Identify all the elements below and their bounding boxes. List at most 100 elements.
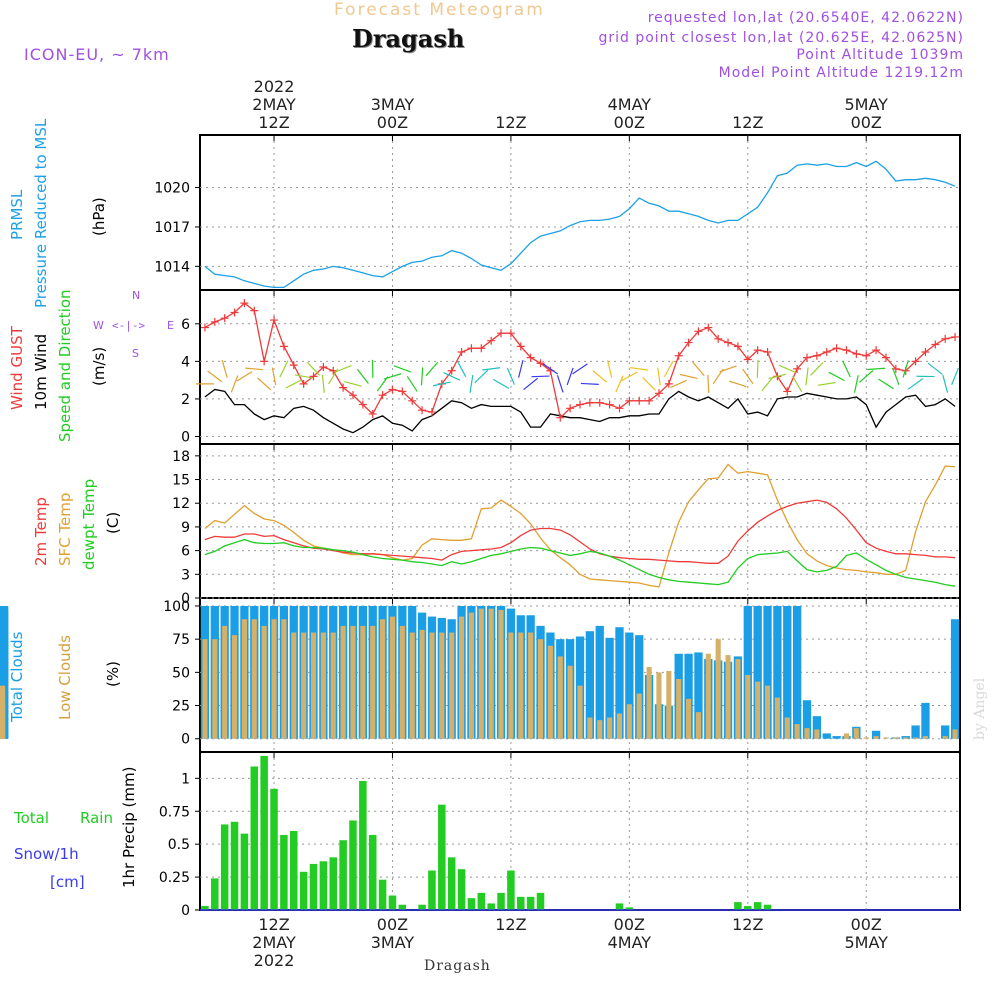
- dewpt-temp-line: [204, 538, 956, 587]
- gust-point-37: [566, 404, 575, 413]
- compass-cross: <-|->: [112, 319, 146, 332]
- low-cloud-bar-24: [439, 632, 445, 739]
- wind-arrow-75: [942, 375, 949, 393]
- gust-point-54: [733, 342, 742, 351]
- low-cloud-bar-68: [873, 736, 879, 739]
- gust-point-46: [654, 389, 663, 398]
- gust-point-59: [783, 387, 792, 396]
- low-cloud-bar-55: [745, 675, 751, 739]
- ytick-label-wind-2: 4: [181, 354, 190, 370]
- low-cloud-bar-15: [350, 625, 356, 739]
- rain-bar-42: [615, 903, 624, 910]
- rain-bar-4: [240, 833, 249, 910]
- rain-bar-22: [418, 904, 426, 910]
- low-cloud-bar-34: [537, 639, 544, 739]
- location-title: Dragash: [352, 24, 465, 53]
- ytick-label-temperature-3: 9: [181, 520, 190, 536]
- gust-point-36: [556, 413, 565, 422]
- wind-arrow-14: [334, 364, 352, 373]
- gust-point-47: [664, 379, 673, 388]
- ytick-label-precip-1: 0.25: [159, 870, 190, 886]
- total-cloud-bar-49: [684, 653, 693, 739]
- bottom-time-label-1-1: 3MAY: [371, 933, 415, 952]
- low-cloud-bar-47: [666, 671, 672, 739]
- low-cloud-bar-26: [458, 616, 465, 739]
- wind-arrow-53: [719, 365, 737, 373]
- rain-bar-5: [250, 766, 259, 910]
- rain-bar-34: [536, 892, 545, 910]
- requested-coords: requested lon,lat (20.6540E, 42.0622N): [647, 10, 964, 26]
- low-cloud-bar-29: [488, 608, 494, 739]
- total-cloud-bar-56: [753, 605, 762, 739]
- low-cloud-bar-39: [587, 717, 593, 739]
- rain-bar-26: [457, 869, 466, 910]
- ytick-label-precip-4: 1: [181, 771, 190, 787]
- gust-point-41: [605, 400, 614, 409]
- total-cloud-bar-75: [941, 725, 950, 739]
- compass-east: E: [167, 319, 174, 332]
- compass-west: W: [93, 319, 104, 332]
- top-time-label-1-1: 00Z: [377, 113, 408, 132]
- total-cloud-bar-58: [773, 605, 782, 739]
- precip-snow-unit: [cm]: [50, 873, 85, 891]
- ytick-label-temperature-6: 18: [172, 449, 190, 465]
- gust-point-49: [684, 338, 693, 347]
- low-cloud-bar-46: [656, 672, 662, 739]
- bottom-time-label-3-0: 00Z: [614, 915, 645, 934]
- wind-arrow-76: [951, 367, 959, 385]
- low-cloud-bar-17: [370, 625, 376, 739]
- sfc-temp-line: [204, 463, 956, 588]
- wind-arrow-19: [383, 373, 402, 380]
- total-cloud-bar-50: [694, 652, 703, 739]
- wind-arrow-6: [257, 377, 272, 391]
- gust-point-14: [339, 383, 348, 392]
- low-cloud-bar-72: [913, 737, 919, 739]
- wind-arrow-12: [321, 374, 325, 393]
- low-cloud-bar-43: [626, 704, 632, 739]
- gust-point-21: [408, 396, 417, 405]
- gust-point-11: [309, 372, 318, 381]
- rain-bar-6: [260, 755, 268, 910]
- ytick-label-pressure-1: 1017: [154, 220, 190, 236]
- wind-arrow-42: [615, 375, 624, 393]
- wind-arrow-32: [518, 360, 524, 378]
- wind-arrow-64: [828, 371, 845, 382]
- low-cloud-bar-69: [883, 737, 889, 739]
- wind-arrow-43: [621, 371, 638, 382]
- total-cloud-bar-73: [921, 702, 930, 739]
- rain-bar-17: [368, 834, 377, 910]
- wind-arrow-40: [592, 370, 608, 383]
- model-label: ICON-EU, ~ 7km: [24, 45, 170, 64]
- wind-arrow-58: [768, 373, 787, 380]
- wind-arrow-56: [756, 359, 759, 378]
- low-cloud-bar-6: [261, 625, 267, 739]
- gust-point-9: [289, 361, 298, 370]
- low-cloud-bar-16: [360, 625, 366, 739]
- ytick-label-clouds-3: 75: [172, 632, 190, 648]
- top-time-label-3-1: 00Z: [614, 113, 645, 132]
- gust-point-27: [467, 344, 476, 353]
- rain-bar-24: [438, 804, 446, 910]
- wind-arrow-59: [778, 364, 796, 373]
- gust-point-7: [270, 316, 279, 325]
- gust-point-5: [250, 306, 259, 315]
- bottom-time-label-2-0: 12Z: [495, 915, 526, 934]
- wind-arrow-24: [432, 381, 451, 387]
- gust-point-63: [822, 347, 831, 356]
- low-cloud-bar-23: [429, 632, 435, 739]
- total-cloud-bar-62: [812, 716, 822, 739]
- rain-bar-14: [339, 840, 347, 910]
- ytick-label-temperature-5: 15: [172, 473, 190, 489]
- rain-bar-16: [359, 780, 367, 910]
- low-cloud-bar-65: [843, 733, 850, 739]
- gust-point-1: [210, 317, 219, 326]
- rain-bar-30: [497, 892, 505, 910]
- low-cloud-bar-54: [735, 659, 741, 739]
- total-cloud-bar-42: [615, 627, 624, 739]
- low-cloud-bar-38: [577, 685, 583, 739]
- wind-arrow-27: [469, 374, 474, 393]
- total-cloud-bar-60: [792, 605, 802, 739]
- gust-point-0: [200, 323, 209, 332]
- low-cloud-bar-60: [794, 724, 800, 739]
